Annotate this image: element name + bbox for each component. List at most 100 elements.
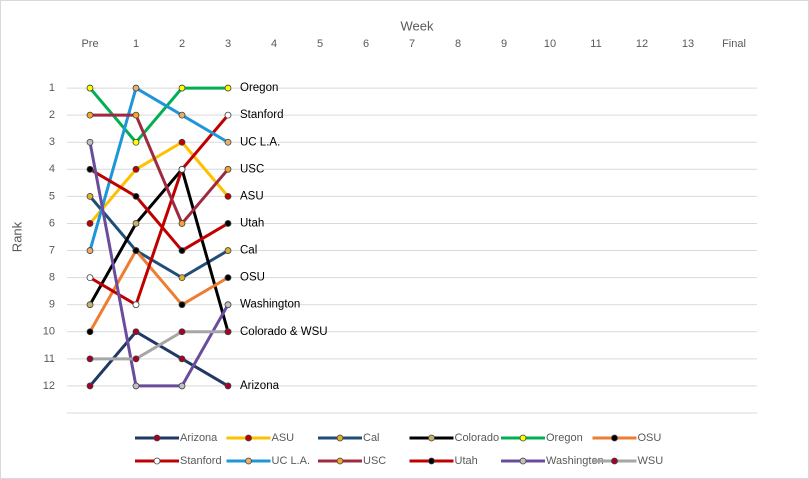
series-line [88, 140, 230, 225]
y-tick-label: 5 [49, 190, 55, 202]
series-marker [224, 84, 232, 92]
series-marker [132, 192, 140, 200]
legend-label: Colorado [455, 432, 500, 444]
series-marker [224, 192, 232, 200]
legend-marker [245, 434, 252, 442]
legend-marker [153, 457, 161, 465]
series-marker [224, 274, 232, 282]
x-tick-label: 7 [409, 38, 415, 50]
series-marker [132, 355, 140, 363]
legend-marker [336, 434, 344, 442]
y-tick-label: 2 [49, 109, 55, 121]
y-tick-label: 9 [49, 299, 55, 311]
annotation: Cal [240, 245, 257, 257]
legend-marker [519, 457, 527, 465]
y-tick-label: 10 [43, 326, 55, 338]
legend-label: Arizona [180, 432, 218, 444]
series-marker [224, 247, 232, 254]
x-tick-label: 4 [271, 38, 277, 50]
series-marker [178, 138, 186, 146]
series-marker [224, 382, 232, 390]
series-line [89, 168, 229, 253]
y-tick-label: 7 [49, 244, 55, 256]
series-line [89, 114, 230, 307]
annotation: USC [240, 163, 264, 175]
series-marker [86, 192, 94, 200]
series-marker [178, 355, 186, 363]
annotation: UC L.A. [240, 136, 280, 148]
x-tick-label: 3 [225, 38, 231, 50]
annotation: Colorado & WSU [240, 326, 328, 338]
series-line [88, 141, 230, 388]
series-marker [86, 111, 94, 119]
series-marker [178, 84, 186, 92]
series-marker [86, 165, 94, 173]
series-line [90, 113, 230, 225]
legend-marker [611, 457, 618, 465]
legend-label: Washington [546, 455, 604, 467]
series-marker [86, 301, 94, 309]
y-tick-label: 1 [49, 82, 55, 94]
series-marker [132, 84, 140, 92]
x-tick-label: 2 [179, 38, 185, 50]
series-marker [178, 220, 186, 227]
series-marker [86, 247, 94, 254]
y-axis-title: Rank [9, 221, 24, 252]
legend-label: OSU [638, 432, 662, 444]
x-tick-label: 10 [544, 38, 556, 50]
legend-label: ASU [272, 432, 295, 444]
legend-marker [611, 434, 618, 442]
series-marker [132, 220, 140, 227]
legend-marker [428, 434, 435, 442]
legend-label: UC L.A. [272, 455, 311, 467]
legend-label: Stanford [180, 455, 222, 467]
series-marker [178, 111, 186, 119]
series-line [88, 86, 229, 251]
x-tick-label: Final [722, 38, 746, 50]
series-marker [86, 138, 94, 146]
series-marker [132, 382, 140, 390]
series-marker [86, 328, 94, 336]
series-marker [86, 355, 94, 363]
x-tick-label: 11 [590, 38, 601, 50]
annotation: ASU [240, 190, 264, 202]
series-marker [132, 247, 140, 254]
series-marker [224, 328, 232, 336]
series-line [90, 330, 228, 361]
series-marker [224, 138, 232, 146]
legend-label: Utah [455, 455, 478, 467]
annotation: Utah [240, 217, 264, 229]
x-tick-label: Pre [81, 38, 98, 50]
x-axis-title: Week [401, 18, 434, 33]
series-marker [224, 111, 232, 119]
x-tick-label: 6 [363, 38, 369, 50]
series-marker [178, 247, 186, 254]
series-marker [224, 165, 232, 173]
annotation: Arizona [240, 380, 280, 392]
annotation: Washington [240, 299, 300, 311]
annotation: Stanford [240, 109, 283, 121]
series-marker [224, 220, 232, 227]
legend-marker [245, 457, 252, 465]
series-marker [86, 382, 94, 390]
series-marker [178, 382, 186, 390]
legend-marker [153, 434, 161, 442]
series-marker [86, 220, 94, 227]
legend-label: WSU [638, 455, 664, 467]
series-marker [86, 274, 94, 282]
series-marker [178, 165, 186, 173]
legend-label: USC [363, 455, 386, 467]
x-tick-label: 12 [636, 38, 648, 50]
x-tick-label: 9 [501, 38, 507, 50]
series-marker [178, 274, 186, 282]
y-tick-label: 6 [49, 217, 55, 229]
series-marker [86, 84, 94, 92]
series-marker [132, 138, 140, 146]
y-tick-label: 11 [44, 353, 55, 365]
legend-label: Oregon [546, 432, 583, 444]
annotation: OSU [240, 272, 265, 284]
series-line [88, 195, 229, 280]
x-tick-label: 1 [133, 38, 139, 50]
series-marker [132, 301, 140, 309]
